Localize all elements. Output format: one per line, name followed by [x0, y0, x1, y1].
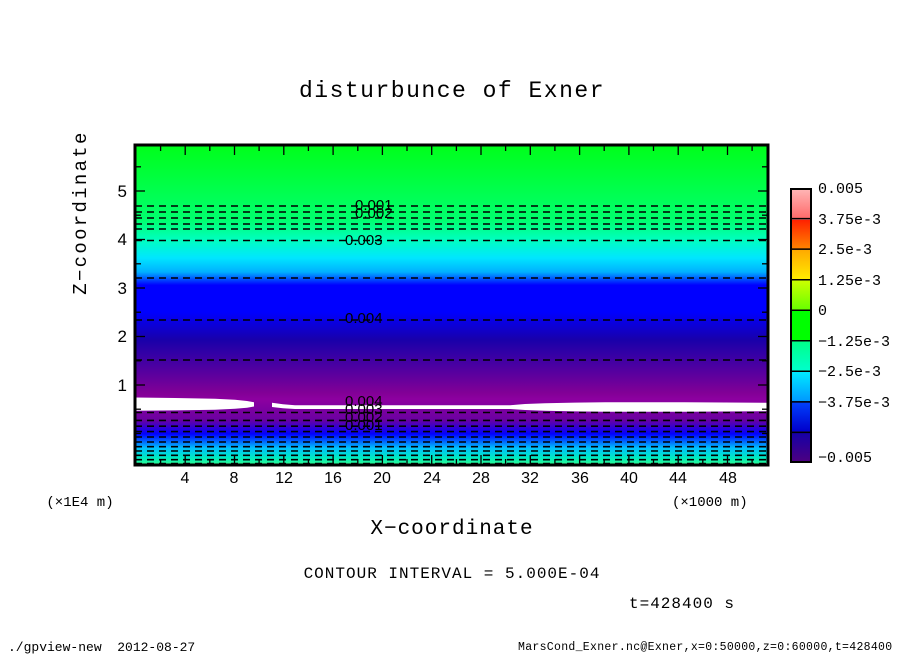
- svg-text:24: 24: [423, 470, 441, 487]
- svg-text:16: 16: [324, 470, 342, 487]
- svg-text:44: 44: [669, 470, 687, 487]
- svg-text:40: 40: [620, 470, 638, 487]
- svg-text:12: 12: [275, 470, 293, 487]
- svg-text:8: 8: [230, 470, 239, 487]
- svg-text:1: 1: [118, 376, 127, 395]
- svg-text:48: 48: [719, 470, 737, 487]
- svg-text:20: 20: [373, 470, 391, 487]
- svg-text:2: 2: [118, 327, 127, 346]
- svg-text:0.004: 0.004: [345, 310, 383, 327]
- svg-text:0.003: 0.003: [345, 232, 383, 249]
- svg-text:0.001: 0.001: [345, 417, 383, 434]
- svg-text:36: 36: [571, 470, 589, 487]
- svg-text:4: 4: [118, 230, 127, 249]
- svg-text:3: 3: [118, 279, 127, 298]
- svg-text:5: 5: [118, 182, 127, 201]
- svg-text:0.002: 0.002: [355, 205, 393, 222]
- svg-text:4: 4: [181, 470, 190, 487]
- svg-text:28: 28: [472, 470, 490, 487]
- svg-text:32: 32: [521, 470, 539, 487]
